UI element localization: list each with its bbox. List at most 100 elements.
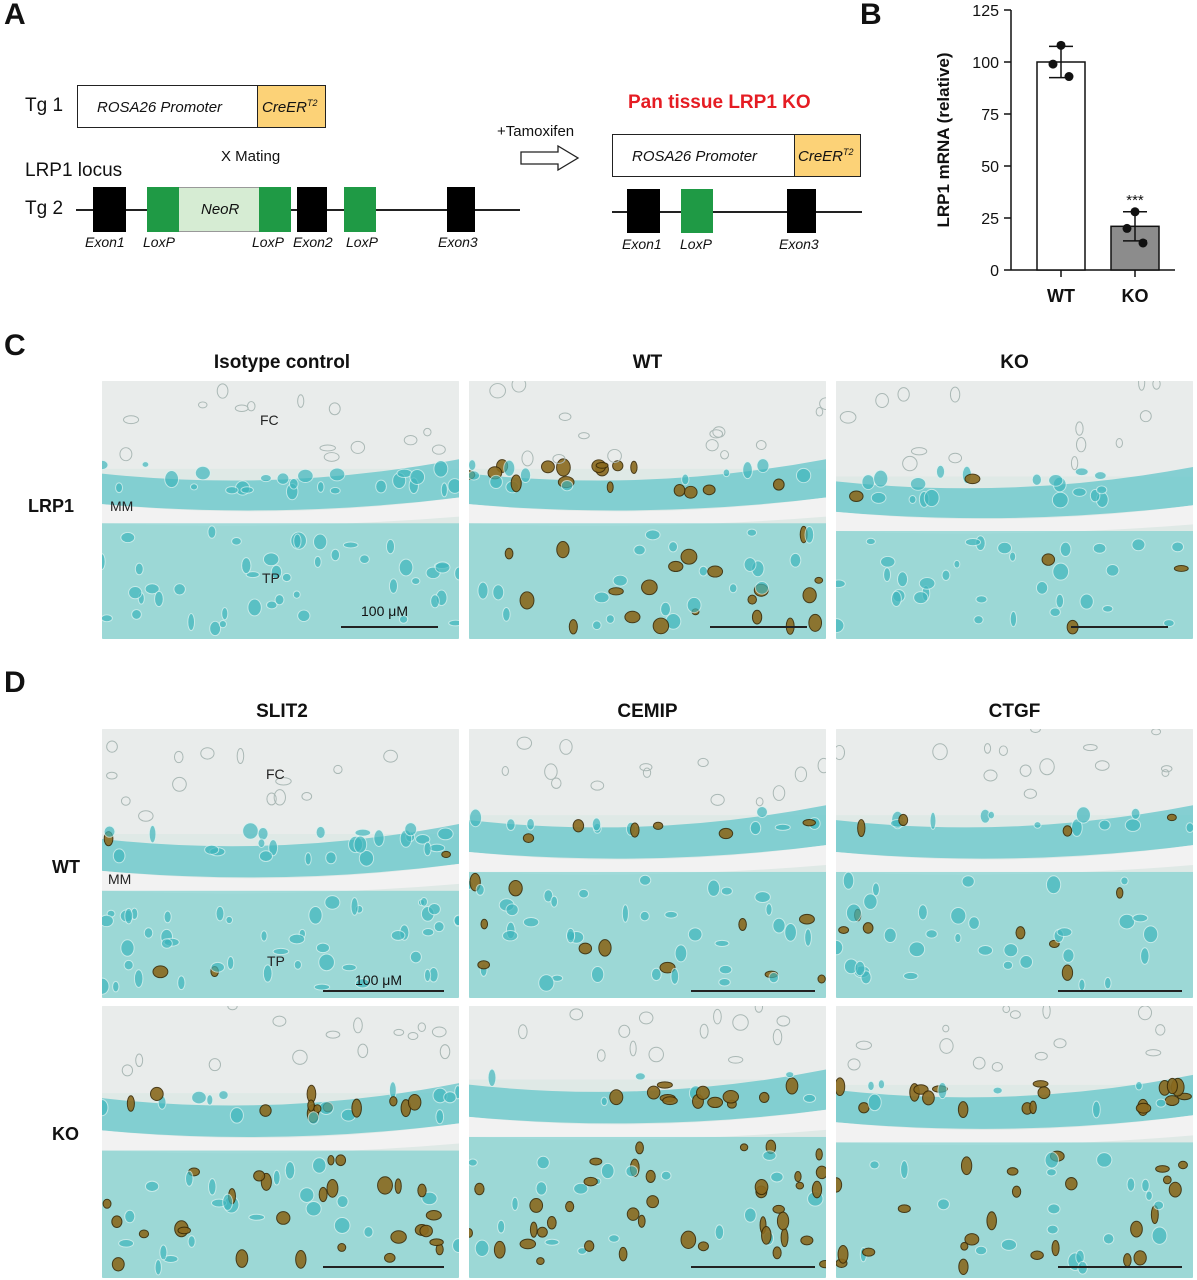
panel-c-scalebar-2 (710, 626, 807, 628)
y-tick-label: 100 (972, 55, 999, 72)
significance-annotation: *** (1126, 192, 1144, 209)
tg2-loxp2 (259, 187, 291, 232)
micrograph-d-ko-ctgf (836, 1006, 1193, 1278)
ko-exon3-label: Exon3 (779, 236, 819, 252)
tg1-promoter-box: ROSA26 Promoter (77, 85, 258, 128)
mating-label: X Mating (221, 148, 281, 165)
panel-d-col-title-ctgf: CTGF (988, 701, 1041, 722)
panel-d-scalebar-ko-2 (691, 1266, 815, 1268)
micrograph-texture (469, 729, 826, 998)
panel-d-scalebar-wt-3 (1058, 990, 1182, 992)
y-tick-label: 125 (972, 3, 999, 20)
panel-d-fc-label: FC (266, 766, 285, 782)
exon3-label: Exon3 (438, 234, 478, 250)
panel-c-col-title-wt: WT (632, 352, 663, 373)
micrograph-d-wt-ctgf (836, 729, 1193, 998)
panel-d-scale-label: 100 μM (355, 972, 402, 988)
y-tick-label: 25 (981, 211, 999, 228)
ko-title: Pan tissue LRP1 KO (628, 92, 811, 113)
loxp1-label: LoxP (143, 234, 175, 250)
data-point-wt (1048, 59, 1058, 69)
tg2-label: Tg 2 (25, 198, 64, 219)
tamoxifen-arrow-icon (520, 144, 580, 172)
cre-main-text: CreER (262, 99, 308, 116)
panel-d-col-title-cemip: CEMIP (617, 701, 678, 722)
loxp3-label: LoxP (346, 234, 378, 250)
panel-d-scalebar-wt-1 (323, 990, 444, 992)
exon2-label: Exon2 (293, 234, 333, 250)
micrograph-texture (102, 381, 459, 639)
micrograph-texture (836, 729, 1193, 998)
bar-wt (1036, 61, 1086, 271)
exon1-label: Exon1 (85, 234, 125, 250)
data-point-ko (1138, 238, 1148, 248)
y-tick-label: 75 (981, 107, 999, 124)
micrograph-texture (469, 381, 826, 639)
tg2-exon2 (297, 187, 327, 232)
ko-cre-box: CreERT2 (794, 134, 861, 177)
data-point-ko (1122, 223, 1132, 233)
tg1-cre-box: CreERT2 (257, 85, 326, 128)
micrograph-texture (469, 1006, 826, 1278)
x-tick-label: WT (1047, 286, 1075, 306)
y-axis-title: LRP1 mRNA (relative) (934, 52, 953, 227)
micrograph-d-ko-cemip (469, 1006, 826, 1278)
tg2-loxp1 (147, 187, 179, 232)
ko-locus-line (612, 211, 862, 213)
panel-letter-c: C (4, 329, 26, 362)
panel-c-scalebar-1 (341, 626, 438, 628)
panel-d-col-title-slit2: SLIT2 (256, 701, 308, 722)
panel-c-row-label-lrp1: LRP1 (28, 496, 75, 516)
micrograph-d-wt-slit2 (102, 729, 459, 998)
micrograph-texture (102, 729, 459, 998)
lrp1-mrna-chart: 0 25 50 75 100 125 LRP1 mRNA (relative) WT KO *** (934, 3, 1175, 306)
panel-c-col-title-isotype: Isotype control (213, 352, 351, 373)
micrograph-texture (836, 381, 1193, 639)
ko-cre-label: CreERT2 (798, 147, 854, 165)
tg2-neor: NeoR (179, 187, 259, 232)
panel-d-row-label-ko: KO (52, 1124, 79, 1144)
panel-c-scale-label: 100 μM (361, 603, 408, 619)
tg1-cre-label: CreERT2 (262, 98, 318, 116)
ko-exon1 (627, 189, 660, 233)
ko-promoter-box: ROSA26 Promoter (612, 134, 795, 177)
data-point-ko (1130, 207, 1140, 217)
panel-d-tp-label: TP (267, 953, 285, 969)
panel-c-col-title-ko: KO (1000, 352, 1029, 373)
ko-cre-main-text: CreER (798, 148, 844, 165)
lrp1-locus-label: LRP1 locus (25, 160, 123, 181)
panel-c-scalebar-3 (1071, 626, 1168, 628)
panel-d-mm-label: MM (108, 871, 132, 887)
panel-letter-b: B (860, 0, 882, 31)
tg2-loxp3 (344, 187, 376, 232)
panel-c-fc-label: FC (260, 412, 279, 428)
panel-d-scalebar-ko-1 (323, 1266, 444, 1268)
cre-sup-text: T2 (307, 98, 318, 108)
loxp2-label: LoxP (252, 234, 284, 250)
micrograph-d-wt-cemip (469, 729, 826, 998)
micrograph-c-isotype (102, 381, 459, 639)
panel-d-row-label-wt: WT (52, 857, 80, 877)
micrograph-texture (836, 1006, 1193, 1278)
data-point-wt (1064, 72, 1074, 82)
tg2-exon3 (447, 187, 475, 232)
ko-loxp (681, 189, 713, 233)
tg1-promoter-label: ROSA26 Promoter (97, 99, 223, 116)
data-point-wt (1056, 40, 1066, 50)
x-tick-label: KO (1122, 286, 1149, 306)
panel-d-scalebar-ko-3 (1058, 1266, 1182, 1268)
panel-c-mm-label: MM (110, 498, 134, 514)
ko-cre-sup-text: T2 (843, 147, 854, 157)
neor-label: NeoR (201, 201, 240, 218)
ko-exon1-label: Exon1 (622, 236, 662, 252)
tamoxifen-label: +Tamoxifen (497, 123, 575, 140)
ko-promoter-label: ROSA26 Promoter (632, 148, 758, 165)
micrograph-d-ko-slit2 (102, 1006, 459, 1278)
y-tick-label: 0 (990, 263, 999, 280)
panel-letter-a: A (4, 0, 26, 31)
ko-loxp-label: LoxP (680, 236, 712, 252)
micrograph-texture (102, 1006, 459, 1278)
panel-letter-d: D (4, 666, 26, 699)
panel-d-scalebar-wt-2 (691, 990, 815, 992)
micrograph-c-ko (836, 381, 1193, 639)
